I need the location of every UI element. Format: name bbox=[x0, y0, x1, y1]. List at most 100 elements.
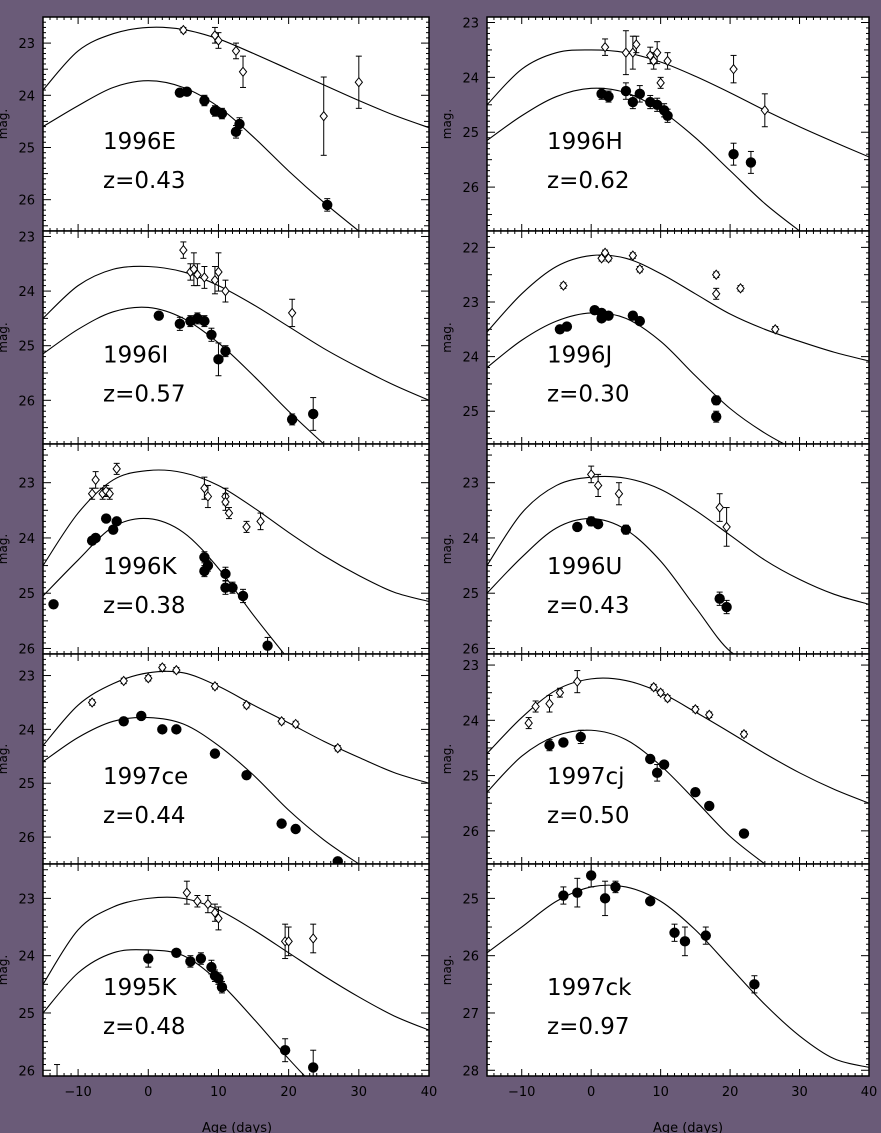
model-curve-1 bbox=[43, 265, 429, 401]
point-open-diamond bbox=[736, 283, 745, 294]
point-filled-circle bbox=[645, 896, 656, 907]
point-filled-circle bbox=[651, 767, 663, 779]
point-filled-circle bbox=[544, 739, 555, 751]
redshift-label: z=0.30 bbox=[547, 382, 630, 408]
point-open-diamond bbox=[573, 676, 582, 687]
curves bbox=[43, 670, 429, 864]
point-filled-circle bbox=[645, 753, 656, 765]
y-tick-label: 26 bbox=[18, 194, 35, 209]
panel-frame bbox=[486, 16, 870, 232]
curves bbox=[487, 677, 869, 864]
point-open-diamond bbox=[203, 491, 213, 502]
point-filled-circle bbox=[199, 315, 210, 327]
point-open-diamond bbox=[597, 253, 606, 264]
point-filled-circle bbox=[662, 110, 673, 121]
point-open-diamond bbox=[172, 664, 181, 676]
sn-name-label: 1996K bbox=[103, 554, 178, 580]
y-tick-label: 22 bbox=[462, 241, 479, 256]
point-filled-circle bbox=[745, 157, 757, 168]
y-tick-label: 23 bbox=[462, 659, 479, 674]
point-filled-circle bbox=[220, 345, 231, 357]
model-curve-1 bbox=[487, 475, 869, 605]
point-open-diamond bbox=[604, 253, 613, 264]
point-filled-circle bbox=[234, 118, 245, 130]
point-filled-circle bbox=[634, 315, 645, 327]
point-open-diamond bbox=[621, 47, 631, 58]
point-open-diamond bbox=[144, 672, 153, 684]
y-tick-label: 24 bbox=[462, 351, 479, 366]
point-open-diamond bbox=[711, 269, 721, 280]
point-filled-circle bbox=[262, 640, 273, 651]
point-filled-circle bbox=[603, 310, 614, 321]
point-open-diamond bbox=[214, 266, 223, 278]
point-filled-circle bbox=[118, 716, 129, 727]
point-filled-circle bbox=[658, 759, 670, 770]
sn-name-label: 1995K bbox=[103, 975, 178, 1001]
point-filled-circle bbox=[157, 724, 168, 735]
point-open-diamond bbox=[333, 742, 343, 754]
y-axis-label: mag. bbox=[440, 744, 454, 774]
x-tick-label: 20 bbox=[280, 1085, 297, 1100]
point-filled-circle bbox=[738, 828, 750, 839]
point-filled-circle bbox=[290, 823, 301, 835]
model-curve-2 bbox=[487, 312, 786, 444]
point-open-diamond bbox=[287, 307, 297, 319]
model-curve-2 bbox=[43, 716, 360, 864]
data-points bbox=[572, 465, 732, 615]
point-filled-circle bbox=[276, 818, 287, 829]
point-open-diamond bbox=[524, 717, 533, 729]
point-filled-circle bbox=[286, 414, 298, 425]
point-filled-circle bbox=[237, 590, 249, 602]
y-tick-label: 23 bbox=[462, 477, 479, 492]
point-filled-circle bbox=[171, 724, 182, 735]
model-curve-2 bbox=[43, 949, 306, 1076]
point-open-diamond bbox=[203, 898, 213, 910]
point-filled-circle bbox=[572, 521, 583, 533]
x-tick-label: 20 bbox=[722, 1085, 739, 1100]
point-open-diamond bbox=[635, 263, 645, 275]
point-filled-circle bbox=[143, 953, 154, 964]
point-open-diamond bbox=[214, 913, 223, 924]
redshift-label: z=0.97 bbox=[547, 1014, 630, 1040]
point-open-diamond bbox=[711, 288, 721, 300]
point-open-diamond bbox=[656, 77, 665, 89]
point-filled-circle bbox=[213, 354, 224, 365]
point-open-diamond bbox=[112, 463, 121, 475]
point-open-diamond bbox=[729, 63, 738, 75]
y-tick-label: 24 bbox=[18, 723, 35, 738]
point-open-diamond bbox=[193, 895, 202, 907]
y-tick-label: 25 bbox=[462, 770, 479, 785]
point-filled-circle bbox=[220, 568, 231, 580]
x-tick-label: 0 bbox=[144, 1085, 152, 1100]
redshift-label: z=0.43 bbox=[547, 593, 630, 619]
point-filled-circle bbox=[575, 731, 586, 743]
data-points bbox=[174, 24, 364, 212]
model-curve-1 bbox=[43, 469, 429, 603]
y-tick-label: 25 bbox=[462, 126, 479, 141]
point-filled-circle bbox=[171, 947, 182, 959]
point-filled-circle bbox=[721, 601, 732, 613]
point-filled-circle bbox=[620, 85, 632, 97]
y-tick-label: 26 bbox=[18, 1064, 35, 1079]
x-tick-label: 10 bbox=[210, 1085, 227, 1100]
point-open-diamond bbox=[242, 699, 251, 711]
data-points bbox=[153, 241, 319, 431]
curves bbox=[487, 254, 869, 444]
point-open-diamond bbox=[649, 55, 658, 67]
model-curve-1 bbox=[43, 896, 429, 1031]
point-filled-circle bbox=[136, 710, 147, 722]
point-open-diamond bbox=[652, 47, 662, 58]
x-tick-label: 10 bbox=[652, 1085, 669, 1100]
sn-name-label: 1996I bbox=[103, 343, 168, 369]
redshift-label: z=0.43 bbox=[103, 168, 186, 194]
point-filled-circle bbox=[100, 513, 112, 524]
point-open-diamond bbox=[221, 285, 230, 297]
point-open-diamond bbox=[284, 936, 293, 947]
redshift-label: z=0.38 bbox=[103, 593, 186, 619]
point-filled-circle bbox=[111, 516, 122, 527]
y-tick-label: 24 bbox=[18, 532, 35, 547]
y-tick-label: 23 bbox=[18, 230, 35, 245]
point-filled-circle bbox=[241, 769, 252, 781]
point-open-diamond bbox=[705, 709, 714, 721]
